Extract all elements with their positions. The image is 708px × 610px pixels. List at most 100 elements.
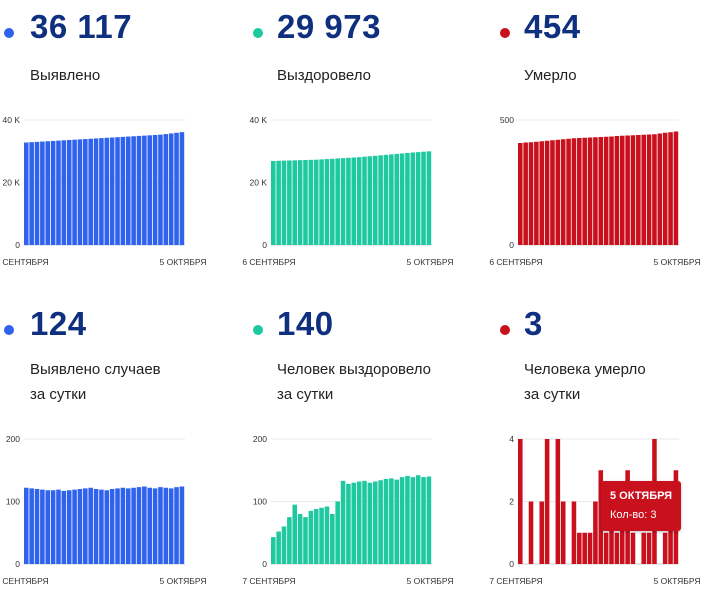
- bar[interactable]: [528, 142, 534, 245]
- bar[interactable]: [131, 136, 136, 245]
- bar[interactable]: [367, 482, 373, 564]
- bar[interactable]: [372, 481, 378, 565]
- bar[interactable]: [120, 487, 126, 564]
- bar[interactable]: [544, 140, 550, 245]
- bar[interactable]: [99, 489, 104, 564]
- bar[interactable]: [378, 480, 383, 564]
- bar[interactable]: [168, 133, 174, 245]
- bar[interactable]: [351, 157, 357, 246]
- bar[interactable]: [582, 532, 587, 564]
- bar[interactable]: [619, 135, 625, 245]
- bar[interactable]: [421, 477, 426, 564]
- bar[interactable]: [303, 160, 308, 245]
- bar[interactable]: [614, 136, 620, 245]
- bar[interactable]: [534, 141, 539, 245]
- bar[interactable]: [346, 157, 351, 245]
- bar[interactable]: [142, 486, 147, 565]
- bar[interactable]: [415, 152, 421, 245]
- bar[interactable]: [518, 143, 523, 245]
- bar[interactable]: [45, 490, 51, 564]
- bar[interactable]: [555, 139, 561, 245]
- bar[interactable]: [104, 137, 110, 245]
- bar[interactable]: [125, 488, 131, 564]
- bar[interactable]: [593, 137, 598, 245]
- bar[interactable]: [115, 488, 120, 564]
- bar[interactable]: [303, 517, 308, 564]
- bar[interactable]: [577, 138, 582, 245]
- bar[interactable]: [271, 160, 276, 245]
- bar[interactable]: [523, 142, 528, 246]
- bar[interactable]: [158, 487, 163, 564]
- bar[interactable]: [652, 134, 657, 245]
- bar[interactable]: [405, 152, 410, 245]
- bar[interactable]: [566, 138, 571, 245]
- bar[interactable]: [88, 487, 93, 564]
- bar[interactable]: [40, 141, 45, 245]
- bar[interactable]: [673, 131, 679, 246]
- bar[interactable]: [340, 480, 346, 564]
- bar[interactable]: [34, 141, 40, 245]
- bar[interactable]: [61, 140, 67, 245]
- bar[interactable]: [362, 480, 367, 564]
- bar[interactable]: [394, 153, 399, 245]
- bar[interactable]: [77, 489, 83, 564]
- bar[interactable]: [544, 439, 550, 564]
- bar[interactable]: [56, 140, 61, 245]
- bar[interactable]: [410, 152, 416, 246]
- bar[interactable]: [587, 532, 593, 564]
- bar[interactable]: [394, 479, 399, 564]
- bar[interactable]: [292, 160, 298, 245]
- bar[interactable]: [646, 532, 652, 564]
- bar[interactable]: [389, 478, 394, 564]
- bar[interactable]: [163, 134, 169, 245]
- bar[interactable]: [383, 479, 389, 564]
- bar[interactable]: [641, 532, 646, 564]
- bar[interactable]: [276, 160, 281, 245]
- bar[interactable]: [630, 135, 636, 245]
- bar[interactable]: [281, 526, 287, 565]
- bar[interactable]: [66, 490, 72, 564]
- bar[interactable]: [120, 136, 126, 245]
- bar[interactable]: [61, 490, 67, 564]
- bar[interactable]: [636, 135, 641, 245]
- bar[interactable]: [560, 501, 566, 565]
- bar[interactable]: [598, 137, 604, 245]
- bar[interactable]: [308, 159, 314, 245]
- bar[interactable]: [378, 155, 383, 245]
- bar[interactable]: [346, 484, 351, 564]
- bar[interactable]: [56, 489, 61, 564]
- bar[interactable]: [83, 488, 88, 564]
- bar[interactable]: [297, 160, 303, 245]
- bar[interactable]: [168, 488, 174, 564]
- bar[interactable]: [29, 488, 34, 564]
- bar[interactable]: [389, 154, 394, 245]
- bar[interactable]: [29, 142, 34, 245]
- bar[interactable]: [362, 156, 367, 245]
- bar[interactable]: [287, 160, 292, 245]
- bar[interactable]: [415, 475, 421, 564]
- bar[interactable]: [50, 140, 56, 245]
- bar[interactable]: [313, 159, 319, 245]
- bar[interactable]: [518, 439, 523, 564]
- bar[interactable]: [66, 140, 72, 245]
- bar[interactable]: [641, 134, 646, 245]
- bar[interactable]: [125, 136, 131, 245]
- bar[interactable]: [115, 137, 120, 245]
- bar[interactable]: [657, 133, 663, 246]
- bar[interactable]: [662, 132, 668, 245]
- bar[interactable]: [372, 155, 378, 245]
- bar[interactable]: [356, 481, 362, 565]
- bar[interactable]: [405, 475, 410, 564]
- bar[interactable]: [603, 532, 609, 564]
- bar[interactable]: [319, 507, 324, 564]
- bar[interactable]: [399, 477, 405, 564]
- bar[interactable]: [340, 158, 346, 245]
- bar[interactable]: [571, 138, 577, 245]
- bar[interactable]: [287, 517, 292, 564]
- bar[interactable]: [152, 135, 158, 245]
- bar[interactable]: [93, 489, 99, 564]
- bar[interactable]: [593, 501, 598, 565]
- bar[interactable]: [619, 501, 625, 565]
- bar[interactable]: [297, 514, 303, 564]
- bar[interactable]: [136, 487, 142, 564]
